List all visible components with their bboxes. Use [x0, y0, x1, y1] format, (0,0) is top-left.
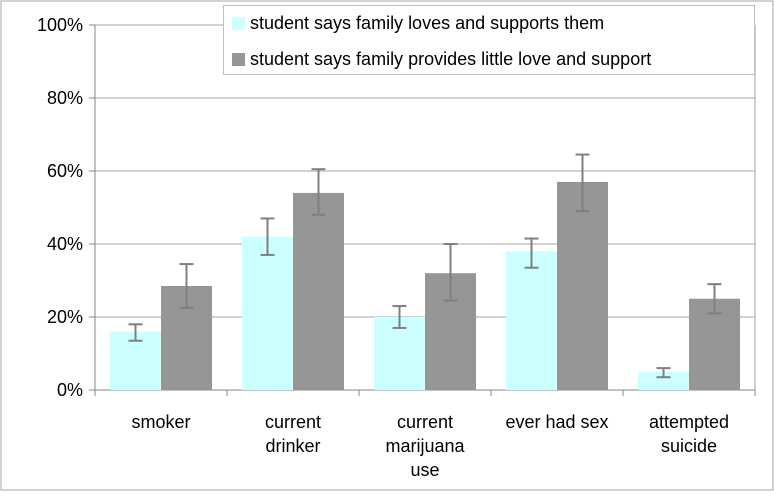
bar-little-support [557, 182, 608, 390]
bar-supported [242, 237, 293, 390]
y-tick-label: 0% [57, 380, 83, 400]
x-tick-label: current marijuana use [385, 412, 465, 480]
legend-label-little-support: student says family provides little love… [250, 49, 651, 70]
legend-item-supported: student says family loves and supports t… [232, 9, 604, 37]
y-tick-label: 100% [37, 15, 83, 35]
legend-item-little-support: student says family provides little love… [232, 45, 651, 73]
x-tick-label: ever had sex [505, 412, 608, 432]
y-tick-label: 20% [47, 307, 83, 327]
x-tick-label: current drinker [265, 412, 321, 456]
bar-little-support [293, 193, 344, 390]
y-tick-label: 60% [47, 161, 83, 181]
x-tick-label: attempted suicide [649, 412, 729, 456]
x-tick-label: smoker [131, 412, 190, 432]
y-tick-label: 40% [47, 234, 83, 254]
legend-label-supported: student says family loves and supports t… [250, 13, 604, 34]
legend: student says family loves and supports t… [223, 5, 755, 75]
legend-swatch-little-support [232, 53, 245, 66]
legend-swatch-supported [232, 17, 245, 30]
bar-supported [506, 251, 557, 390]
y-tick-label: 80% [47, 88, 83, 108]
